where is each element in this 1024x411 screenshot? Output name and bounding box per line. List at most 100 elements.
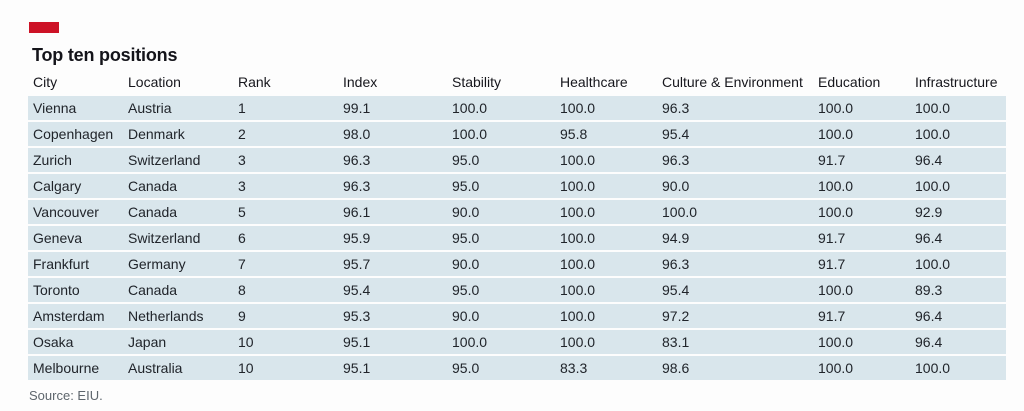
table-header-row: City Location Rank Index Stability Healt… (28, 74, 1006, 96)
table-cell: 90.0 (447, 199, 555, 226)
table-cell: 83.3 (555, 355, 657, 382)
table-cell: Osaka (28, 329, 123, 356)
table-cell: 100.0 (555, 225, 657, 252)
table-cell: 100.0 (813, 121, 910, 148)
table-cell: Canada (123, 173, 233, 200)
column-header-healthcare: Healthcare (560, 74, 628, 90)
table-cell: 92.9 (910, 199, 1006, 226)
table-cell: 100.0 (555, 277, 657, 304)
table-cell: Zurich (28, 147, 123, 174)
column-header-stability: Stability (452, 74, 502, 90)
table-cell: 96.3 (338, 147, 447, 174)
table-row: Copenhagen Denmark 2 98.0 100.0 95.8 95.4 100.0… (28, 121, 1006, 148)
table-cell: 95.4 (657, 277, 813, 304)
table-cell: Switzerland (123, 147, 233, 174)
table-cell: 95.3 (338, 303, 447, 330)
table-cell: 100.0 (447, 121, 555, 148)
table-cell: 91.7 (813, 147, 910, 174)
table-cell: 95.0 (447, 277, 555, 304)
table-cell: 95.1 (338, 355, 447, 382)
table-body: Vienna Austria 1 99.1 100.0 100.0 96.3 100.0 100… (28, 96, 1006, 382)
table-cell: 97.2 (657, 303, 813, 330)
table-cell: 95.0 (447, 225, 555, 252)
table-cell: Geneva (28, 225, 123, 252)
table-cell: 6 (233, 225, 338, 252)
table-cell: 100.0 (555, 329, 657, 356)
table-cell: Canada (123, 199, 233, 226)
column-header-index: Index (343, 74, 378, 90)
table-row: Zurich Switzerland 3 96.3 95.0 100.0 96.3 91.7 9… (28, 147, 1006, 174)
table-cell: 90.0 (657, 173, 813, 200)
table-cell: 100.0 (910, 251, 1006, 278)
table-cell: Toronto (28, 277, 123, 304)
column-header-rank: Rank (238, 74, 271, 90)
table-cell: 100.0 (813, 199, 910, 226)
table-cell: Denmark (123, 121, 233, 148)
table-cell: 96.4 (910, 303, 1006, 330)
table-cell: 100.0 (813, 96, 910, 122)
table-cell: 8 (233, 277, 338, 304)
red-accent-bar-icon (29, 22, 59, 33)
table-cell: 2 (233, 121, 338, 148)
table-cell: 89.3 (910, 277, 1006, 304)
table-cell: 100.0 (555, 199, 657, 226)
figure-title: Top ten positions (32, 45, 178, 65)
table-cell: Frankfurt (28, 251, 123, 278)
table-cell: 100.0 (813, 277, 910, 304)
table-cell: 100.0 (555, 173, 657, 200)
table-cell: Vancouver (28, 199, 123, 226)
table-cell: 96.3 (657, 96, 813, 122)
source-note: Source: EIU. (29, 388, 103, 403)
table-cell: 100.0 (813, 329, 910, 356)
table-cell: 100.0 (555, 147, 657, 174)
table-cell: 96.4 (910, 147, 1006, 174)
table-cell: 100.0 (657, 199, 813, 226)
table-cell: 95.0 (447, 355, 555, 382)
table-cell: 100.0 (555, 96, 657, 122)
table-cell: Switzerland (123, 225, 233, 252)
table-cell: 100.0 (910, 121, 1006, 148)
table-cell: 95.4 (657, 121, 813, 148)
liveability-table: City Location Rank Index Stability Healt… (28, 74, 1006, 382)
table-cell: 95.1 (338, 329, 447, 356)
table-row: Amsterdam Netherlands 9 95.3 90.0 100.0 97.2 91… (28, 303, 1006, 330)
table-cell: 91.7 (813, 251, 910, 278)
table-cell: 99.1 (338, 96, 447, 122)
table-cell: 1 (233, 96, 338, 122)
table-cell: Germany (123, 251, 233, 278)
table-cell: 10 (233, 355, 338, 382)
table-cell: 96.3 (338, 173, 447, 200)
table-cell: Netherlands (123, 303, 233, 330)
table-cell: 83.1 (657, 329, 813, 356)
table-cell: 100.0 (447, 329, 555, 356)
table-cell: 96.1 (338, 199, 447, 226)
table-cell: 95.7 (338, 251, 447, 278)
table-cell: 9 (233, 303, 338, 330)
table-row: Vienna Austria 1 99.1 100.0 100.0 96.3 100.0 100… (28, 96, 1006, 122)
table-cell: 5 (233, 199, 338, 226)
table-cell: Vienna (28, 96, 123, 122)
table-row: Melbourne Australia 10 95.1 95.0 83.3 98.6 100.… (28, 355, 1006, 382)
table-cell: 3 (233, 173, 338, 200)
table-cell: 10 (233, 329, 338, 356)
table-cell: 100.0 (910, 173, 1006, 200)
table-cell: Amsterdam (28, 303, 123, 330)
column-header-location: Location (128, 74, 181, 90)
table-row: Calgary Canada 3 96.3 95.0 100.0 90.0 100.0 100.… (28, 173, 1006, 200)
column-header-infrastructure: Infrastructure (915, 74, 998, 90)
table-row: Geneva Switzerland 6 95.9 95.0 100.0 94.9 91.7 9… (28, 225, 1006, 252)
table-cell: 98.0 (338, 121, 447, 148)
table-cell: 100.0 (555, 303, 657, 330)
table-row: Osaka Japan 10 95.1 100.0 100.0 83.1 100.0 96.4 (28, 329, 1006, 356)
table-cell: 90.0 (447, 251, 555, 278)
table-cell: Canada (123, 277, 233, 304)
table-row: Vancouver Canada 5 96.1 90.0 100.0 100.0 100.0 9… (28, 199, 1006, 226)
table-cell: 95.0 (447, 147, 555, 174)
table-cell: Melbourne (28, 355, 123, 382)
table-cell: 96.4 (910, 329, 1006, 356)
table-cell: 95.8 (555, 121, 657, 148)
table-cell: 96.4 (910, 225, 1006, 252)
table-cell: Japan (123, 329, 233, 356)
table-cell: 95.0 (447, 173, 555, 200)
